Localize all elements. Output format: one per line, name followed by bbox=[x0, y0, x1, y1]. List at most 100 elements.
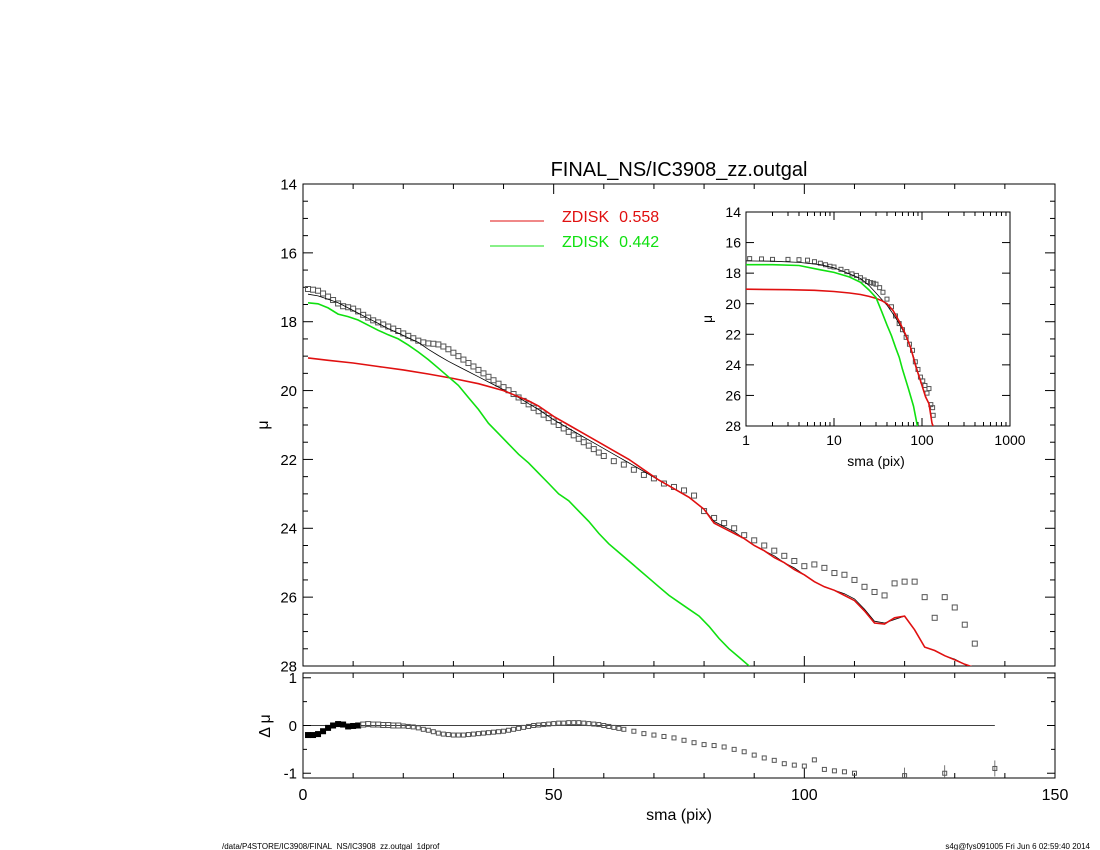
residual-point-marker bbox=[395, 722, 402, 729]
main-y-tick-labels: 14 16 18 20 22 24 26 28 bbox=[280, 176, 297, 675]
residual-point-marker bbox=[601, 723, 607, 728]
residual-point-marker bbox=[410, 724, 416, 730]
residual-point-marker bbox=[465, 732, 471, 738]
residual-point-marker bbox=[831, 768, 837, 774]
inset-x-tick-labels: 1 10 100 1000 bbox=[742, 432, 1026, 448]
residual-point-marker bbox=[325, 724, 332, 731]
legend-name-zdisk-1: ZDISK bbox=[562, 209, 609, 226]
residual-point-marker bbox=[761, 755, 767, 761]
y-tick-label: 16 bbox=[725, 235, 741, 251]
series-line bbox=[307, 302, 751, 666]
data-point-marker bbox=[681, 487, 688, 494]
residual-point-marker bbox=[661, 733, 667, 739]
series-line bbox=[746, 288, 934, 426]
residual-point-marker bbox=[801, 763, 807, 769]
data-point-marker bbox=[590, 446, 597, 453]
data-point-marker bbox=[455, 353, 462, 360]
data-point-marker bbox=[310, 286, 317, 293]
y-tick-label: 1 bbox=[289, 670, 297, 687]
residual-point-marker bbox=[305, 732, 312, 739]
data-point-marker bbox=[320, 290, 327, 297]
data-point-marker bbox=[575, 435, 582, 442]
main-y-axis-label: μ bbox=[255, 420, 272, 429]
data-point-marker bbox=[721, 520, 728, 527]
data-point-marker bbox=[440, 343, 447, 350]
data-point-marker bbox=[731, 525, 738, 532]
data-point-marker bbox=[785, 256, 791, 262]
data-point-marker bbox=[610, 458, 617, 465]
residual-point-marker bbox=[721, 744, 727, 750]
residual-point-marker bbox=[506, 727, 512, 733]
data-point-marker bbox=[877, 285, 883, 291]
residual-point-marker bbox=[741, 749, 747, 755]
data-point-marker bbox=[490, 377, 497, 384]
residual-point-marker bbox=[701, 742, 707, 748]
residual-point-marker bbox=[350, 722, 357, 729]
data-point-marker bbox=[811, 561, 818, 568]
residual-point-marker bbox=[606, 723, 612, 729]
data-point-marker bbox=[868, 280, 874, 286]
residual-point-marker bbox=[480, 730, 486, 736]
residual-point-marker bbox=[400, 723, 406, 729]
residual-point-marker bbox=[511, 726, 517, 732]
residual-point-marker bbox=[450, 732, 456, 738]
residual-point-marker bbox=[340, 721, 347, 728]
residual-point-marker bbox=[375, 721, 382, 728]
residual-point-marker bbox=[566, 720, 572, 726]
residual-clip-group bbox=[305, 720, 998, 778]
residual-point-marker bbox=[771, 757, 777, 763]
residual-point-marker bbox=[430, 729, 436, 735]
residual-y-axis-label: Δ μ bbox=[257, 714, 274, 737]
data-point-marker bbox=[595, 449, 602, 456]
data-point-marker bbox=[870, 280, 876, 286]
data-point-marker bbox=[831, 570, 838, 577]
legend-label-zdisk-1: ZDISK 0.558 bbox=[562, 209, 659, 226]
y-tick-label: 28 bbox=[725, 418, 741, 434]
footer-timestamp: s4g@fys091005 Fri Jun 6 02:59:40 2014 bbox=[945, 842, 1090, 850]
y-tick-label: 14 bbox=[725, 204, 741, 220]
residual-point-marker bbox=[420, 726, 426, 732]
residual-point-marker bbox=[355, 722, 362, 729]
y-tick-label: 20 bbox=[725, 296, 741, 312]
residual-point-marker bbox=[415, 725, 421, 731]
residual-point-marker bbox=[576, 720, 582, 726]
data-point-marker bbox=[811, 259, 817, 265]
residual-point-marker bbox=[330, 722, 337, 729]
residual-point-marker bbox=[651, 732, 657, 738]
series-line bbox=[746, 260, 934, 426]
residual-point-marker bbox=[561, 720, 567, 726]
data-point-marker bbox=[871, 588, 878, 595]
y-tick-label: 14 bbox=[280, 176, 297, 193]
residual-x-axis-label: sma (pix) bbox=[646, 807, 712, 824]
residual-point-marker bbox=[491, 729, 497, 735]
data-point-marker bbox=[961, 621, 968, 628]
data-point-marker bbox=[844, 269, 850, 275]
data-point-marker bbox=[585, 442, 592, 449]
residual-point-marker bbox=[681, 737, 687, 743]
data-point-marker bbox=[821, 564, 828, 571]
data-point-marker bbox=[971, 640, 978, 647]
inset-panel: 14 16 18 20 22 24 26 28 1 10 100 1000 μ sma (pix) bbox=[699, 204, 1026, 469]
residual-point-marker bbox=[731, 746, 737, 752]
residual-point-marker bbox=[841, 769, 847, 775]
y-tick-label: 28 bbox=[280, 658, 297, 675]
data-point-marker bbox=[791, 557, 798, 564]
residual-point-marker bbox=[821, 766, 827, 772]
series-clip-group bbox=[746, 256, 936, 426]
series-line bbox=[307, 293, 972, 666]
data-point-marker bbox=[921, 594, 928, 601]
data-point-marker bbox=[640, 471, 647, 478]
residual-point-marker bbox=[641, 731, 647, 737]
inset-y-axis-label: μ bbox=[699, 315, 715, 323]
data-point-marker bbox=[771, 547, 778, 554]
residual-point-marker bbox=[551, 721, 557, 727]
data-point-marker bbox=[470, 363, 477, 370]
main-plot-frame bbox=[302, 183, 1056, 667]
residual-point-marker bbox=[811, 757, 817, 763]
data-point-marker bbox=[460, 356, 467, 363]
residual-point-marker bbox=[751, 752, 757, 758]
data-point-marker bbox=[841, 571, 848, 578]
residual-point-marker bbox=[445, 732, 451, 738]
residual-point-marker bbox=[521, 724, 527, 730]
